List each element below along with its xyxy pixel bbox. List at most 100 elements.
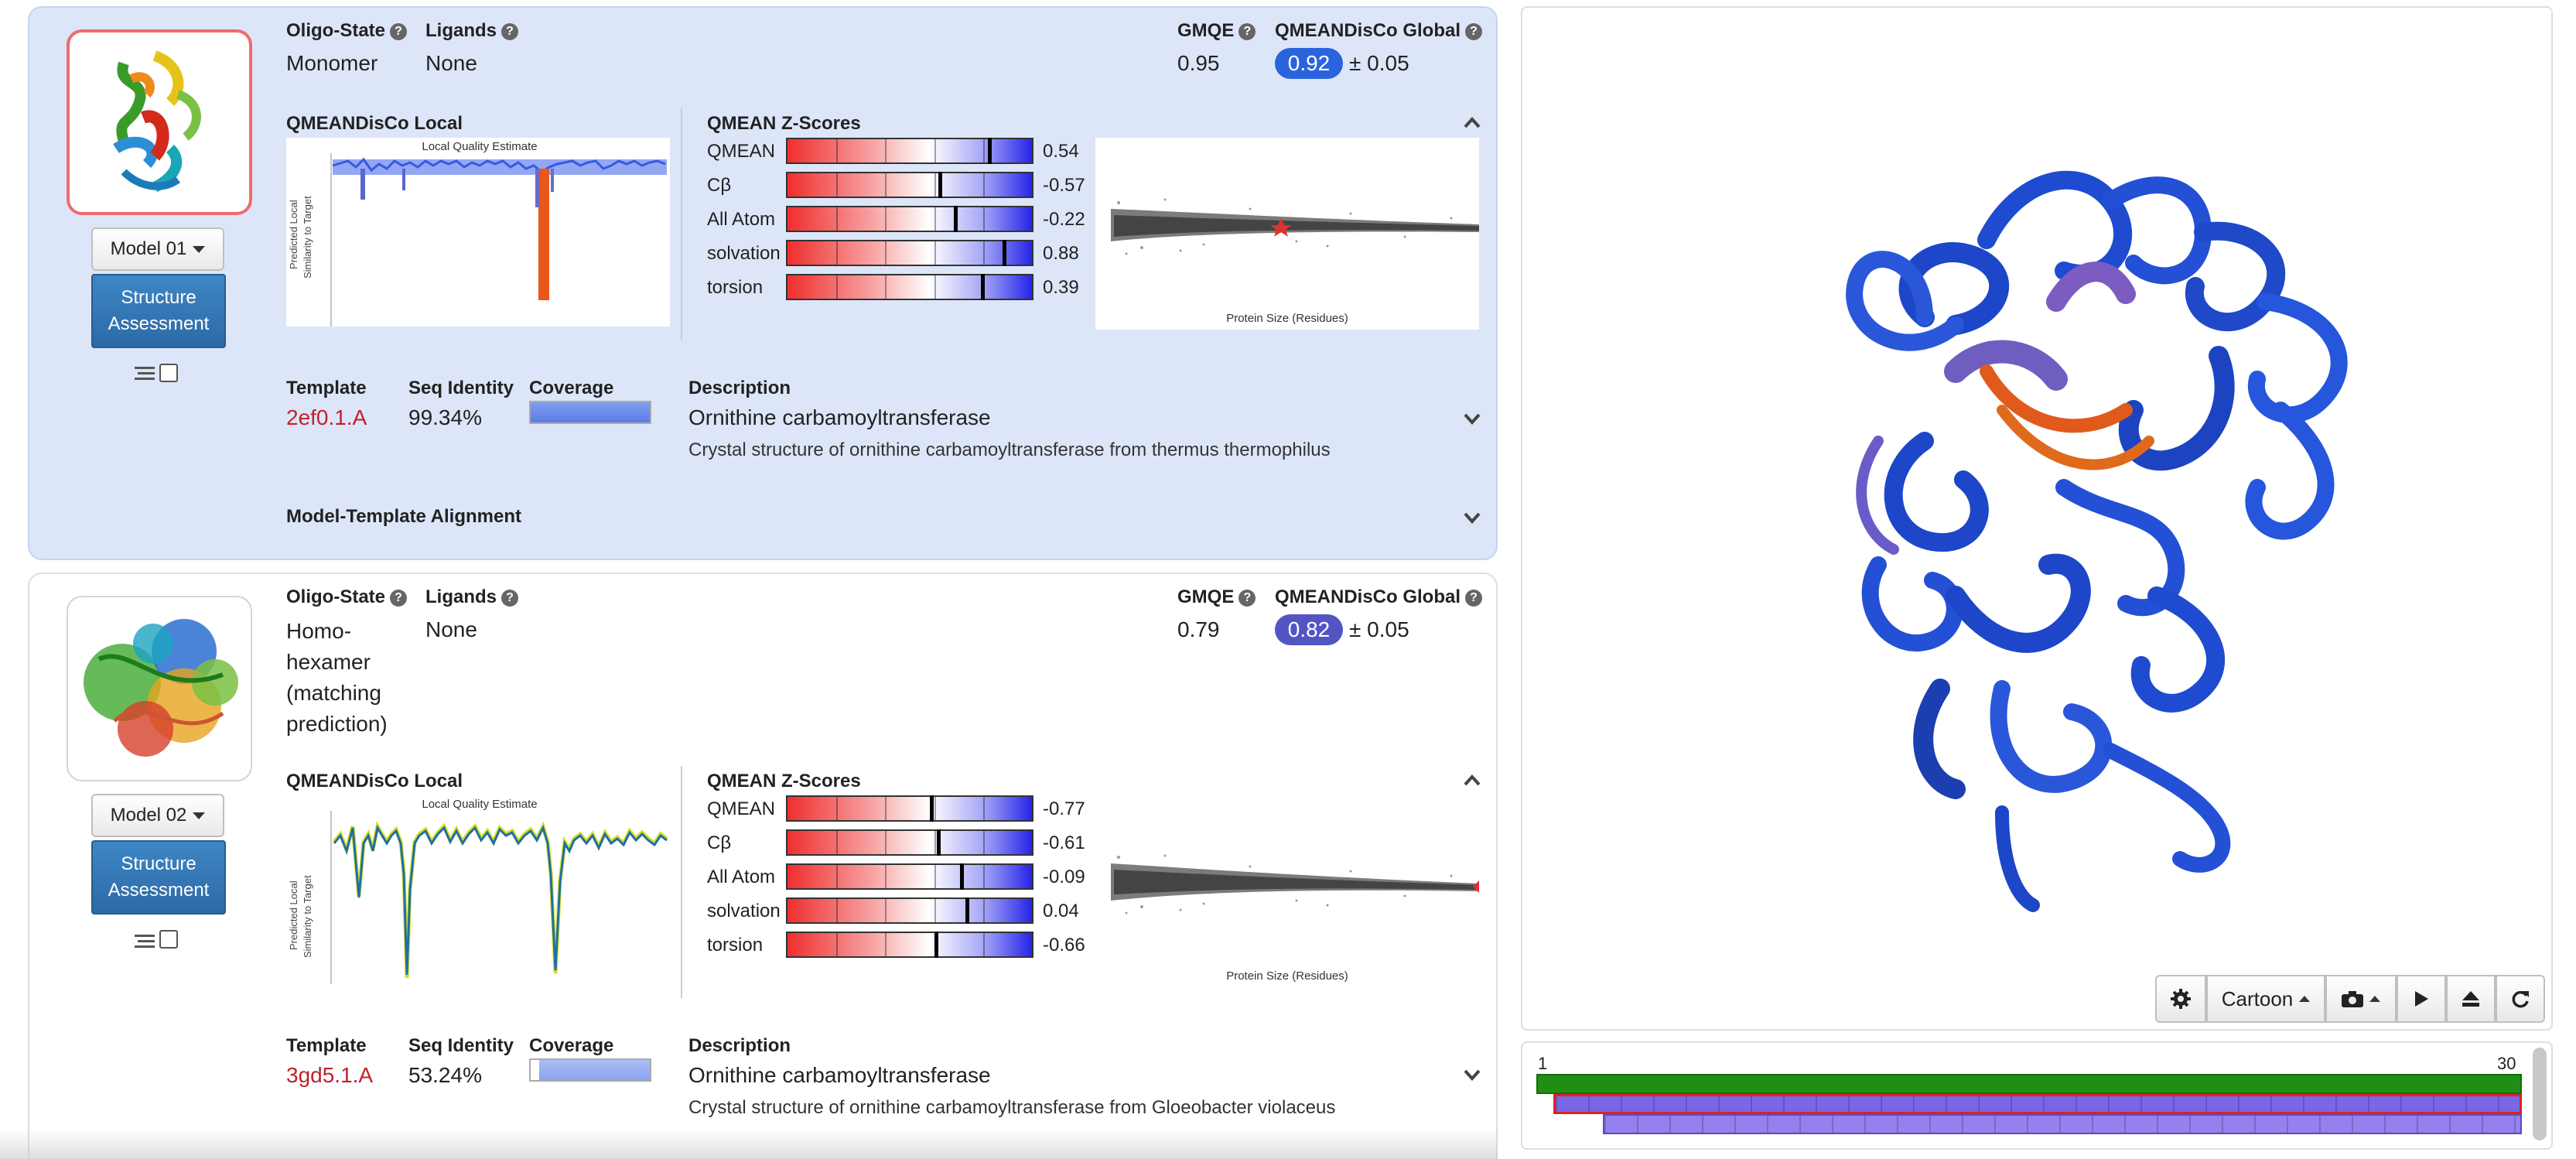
structure-3d-viewer[interactable]: Cartoon [1521,6,2553,1031]
model-checkbox[interactable] [159,364,178,382]
help-icon[interactable]: ? [1238,590,1256,607]
help-icon[interactable]: ? [390,23,408,40]
chevron-up-icon[interactable] [1462,113,1482,133]
description-text: Crystal structure of ornithine carbamoyl… [688,439,1331,460]
lqe-ylabel-1: Predicted Local [288,880,299,950]
oligo-state-value: Monomer [286,51,378,75]
model1-sequence-track[interactable] [1553,1094,2522,1114]
zscore-tick [885,831,887,854]
protein-cartoon-render[interactable] [1522,8,2551,967]
settings-button[interactable] [2155,975,2206,1023]
model-thumbnail[interactable] [67,29,252,215]
help-icon[interactable]: ? [390,590,408,607]
representation-label: Cartoon [2221,986,2294,1010]
zscore-row: solvation 0.04 [707,897,1187,924]
qmean-scatter-plot[interactable]: Protein Size (Residues) [1095,138,1479,330]
model-card-1[interactable]: Model 01 Structure Assessment Oligo-State… [28,6,1498,560]
structure-assessment-button[interactable]: Structure Assessment [91,840,226,915]
camera-icon [2342,991,2363,1007]
local-quality-plot[interactable]: Local Quality Estimate Predicted Local S… [286,138,670,327]
zscore-tick [885,139,887,162]
target-sequence-track[interactable] [1536,1074,2522,1094]
zscore-tick [934,139,936,162]
list-icon[interactable] [135,933,155,950]
zscore-row: All Atom -0.22 [707,206,1187,232]
qmeandisco-local-label: QMEANDisCo Local [286,113,463,134]
zscore-marker [981,274,986,300]
model-select-dropdown[interactable]: Model 01 [91,227,224,271]
zscore-tick [934,899,936,922]
zscore-tick [885,207,887,231]
help-icon[interactable]: ? [1465,590,1483,607]
chevron-up-icon[interactable] [1462,771,1482,791]
eject-button[interactable] [2446,975,2496,1023]
zscore-tick [885,241,887,265]
zscore-bar [786,138,1033,164]
oligo-state-label: Oligo-State? [286,586,408,608]
model-thumbnail[interactable] [67,596,252,781]
zscore-value: 0.04 [1043,901,1079,921]
coverage-label: Coverage [529,1035,614,1056]
model2-sequence-track[interactable] [1603,1114,2522,1134]
zscore-tick [885,933,887,956]
description-label: Description [688,1035,791,1056]
chevron-down-icon[interactable] [1462,1065,1482,1085]
model-template-alignment-label[interactable]: Model-Template Alignment [286,506,522,527]
seq-identity-label: Seq Identity [408,378,514,398]
snapshot-button[interactable] [2325,975,2397,1023]
seq-identity-value: 99.34% [408,405,482,429]
model-card-2[interactable]: Model 02 Structure Assessment Oligo-State… [28,573,1498,1159]
local-quality-plot[interactable]: Local Quality Estimate Predicted Local S… [286,795,670,984]
gmqe-label: GMQE? [1177,586,1256,608]
lqe-title: Local Quality Estimate [422,798,537,811]
lqe-ylabel-1: Predicted Local [288,200,299,269]
qmeandisco-global-label: QMEANDisCo Global? [1275,586,1483,608]
zscore-value: 0.88 [1043,243,1079,264]
lqe-title: Local Quality Estimate [422,140,537,153]
ligands-label: Ligands? [425,586,519,608]
protein-thumbnail-image [84,619,238,757]
model-select-dropdown[interactable]: Model 02 [91,794,224,837]
reset-view-button[interactable] [2496,975,2545,1023]
help-icon[interactable]: ? [1238,23,1256,40]
help-icon[interactable]: ? [501,590,519,607]
zscore-value: 0.54 [1043,141,1079,162]
scatter-xlabel: Protein Size (Residues) [1226,969,1348,983]
zscore-value: 0.39 [1043,277,1079,298]
template-link[interactable]: 3gd5.1.A [286,1063,374,1087]
help-icon[interactable]: ? [1465,23,1483,40]
zscore-value: -0.09 [1043,867,1085,887]
zscore-tick [982,865,985,888]
list-icon[interactable] [135,365,155,382]
qmean-scatter-plot[interactable]: Protein Size (Residues) [1095,795,1479,987]
sequence-scrollbar[interactable] [2533,1048,2547,1140]
zscore-tick [885,865,887,888]
play-button[interactable] [2397,975,2446,1023]
assess-line2: Assessment [108,313,210,334]
zscore-tick [982,207,985,231]
zscore-name: solvation [707,243,781,264]
zscore-name: All Atom [707,867,776,887]
zscore-bar [786,172,1033,198]
template-label: Template [286,1035,367,1056]
gear-icon [2171,989,2191,1009]
zscore-name: torsion [707,277,764,298]
zscore-tick [836,933,839,956]
structure-assessment-button[interactable]: Structure Assessment [91,274,226,348]
chevron-down-icon[interactable] [1462,508,1482,528]
sequence-alignment-panel[interactable]: 1 30 [1521,1041,2553,1150]
representation-dropdown[interactable]: Cartoon [2206,975,2325,1023]
zscore-row: torsion 0.39 [707,274,1187,300]
help-icon[interactable]: ? [501,23,519,40]
oligo-state-value: Homo- hexamer (matching prediction) [286,616,388,740]
model-select-label: Model 01 [110,238,187,259]
model-checkbox[interactable] [159,930,178,949]
chevron-down-icon[interactable] [1462,409,1482,429]
zscore-tick [836,207,839,231]
template-link[interactable]: 2ef0.1.A [286,405,367,429]
zscore-name: torsion [707,935,764,956]
description-label: Description [688,378,791,398]
gmqe-label: GMQE? [1177,20,1256,42]
zscore-tick [934,207,936,231]
zscore-row: Cβ -0.57 [707,172,1187,198]
